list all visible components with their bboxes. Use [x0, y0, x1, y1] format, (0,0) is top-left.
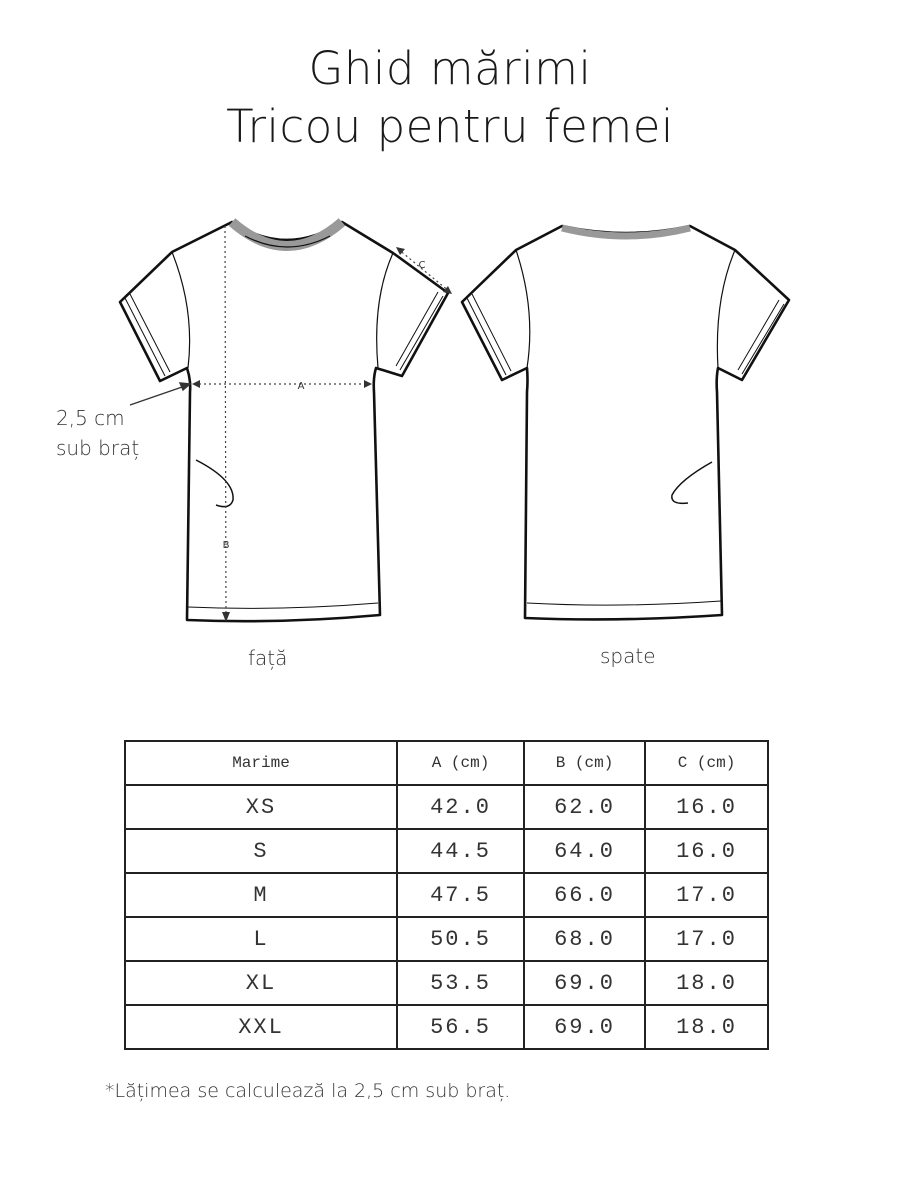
underarm-pointer-arrow	[129, 382, 192, 406]
cell-b: 68.0	[523, 916, 646, 962]
marker-c: C	[419, 260, 426, 271]
cell-size: XL	[124, 960, 398, 1006]
cell-a: 50.5	[396, 916, 525, 962]
header-size: Marime	[124, 740, 398, 786]
back-label: spate	[600, 644, 656, 668]
marker-b: B	[223, 540, 230, 551]
underarm-note-line1: 2,5 cm	[56, 406, 125, 430]
table-row: XS 42.0 62.0 16.0	[124, 784, 769, 830]
cell-size: M	[124, 872, 398, 918]
cell-size: XXL	[124, 1004, 398, 1050]
header-a: A (cm)	[396, 740, 525, 786]
measurement-lines	[194, 225, 451, 619]
cell-a: 47.5	[396, 872, 525, 918]
front-tshirt-drawing	[118, 218, 450, 623]
tshirt-diagram: A B C	[118, 218, 791, 623]
cell-b: 64.0	[523, 828, 646, 874]
cell-a: 42.0	[396, 784, 525, 830]
header-c: C (cm)	[644, 740, 769, 786]
cell-a: 44.5	[396, 828, 525, 874]
table-row: L 50.5 68.0 17.0	[124, 916, 769, 962]
front-label: față	[248, 646, 288, 670]
cell-c: 17.0	[644, 872, 769, 918]
cell-size: XS	[124, 784, 398, 830]
cell-c: 17.0	[644, 916, 769, 962]
footnote: *Lățimea se calculează la 2,5 cm sub bra…	[105, 1080, 511, 1102]
cell-c: 16.0	[644, 828, 769, 874]
cell-b: 69.0	[523, 960, 646, 1006]
back-tshirt-drawing	[460, 224, 791, 621]
cell-b: 69.0	[523, 1004, 646, 1050]
page-title: Ghid mărimi	[308, 42, 592, 95]
cell-a: 53.5	[396, 960, 525, 1006]
cell-b: 62.0	[523, 784, 646, 830]
cell-b: 66.0	[523, 872, 646, 918]
cell-a: 56.5	[396, 1004, 525, 1050]
cell-c: 16.0	[644, 784, 769, 830]
page-subtitle: Tricou pentru femei	[226, 100, 674, 153]
cell-size: S	[124, 828, 398, 874]
underarm-note-line2: sub braț	[56, 436, 140, 460]
table-row: M 47.5 66.0 17.0	[124, 872, 769, 918]
measurement-arrows	[192, 247, 452, 622]
size-table: Marime A (cm) B (cm) C (cm) XS 42.0 62.0 16…	[124, 740, 769, 1050]
table-row: XXL 56.5 69.0 18.0	[124, 1004, 769, 1050]
table-header-row: Marime A (cm) B (cm) C (cm)	[124, 740, 769, 786]
table-row: S 44.5 64.0 16.0	[124, 828, 769, 874]
cell-c: 18.0	[644, 1004, 769, 1050]
header-b: B (cm)	[523, 740, 646, 786]
marker-a: A	[298, 381, 305, 392]
table-row: XL 53.5 69.0 18.0	[124, 960, 769, 1006]
cell-size: L	[124, 916, 398, 962]
cell-c: 18.0	[644, 960, 769, 1006]
